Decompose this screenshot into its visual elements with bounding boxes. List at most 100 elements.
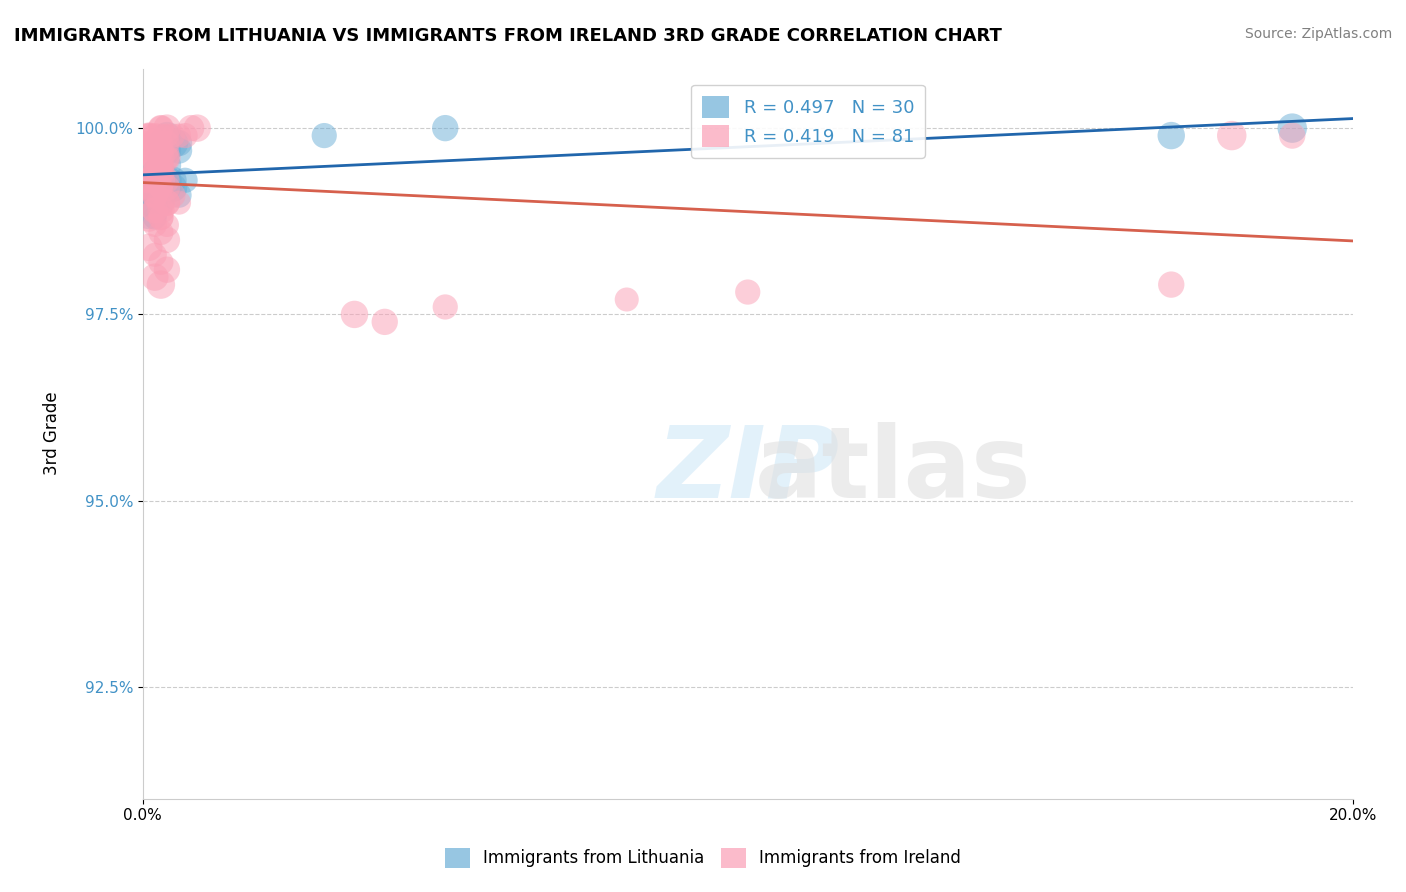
Point bbox=[149, 211, 172, 225]
Point bbox=[143, 158, 166, 172]
Point bbox=[149, 158, 172, 172]
Point bbox=[156, 144, 179, 158]
Point bbox=[156, 233, 179, 247]
Point bbox=[149, 226, 172, 240]
Point bbox=[143, 203, 166, 218]
Point bbox=[737, 285, 759, 299]
Point bbox=[149, 180, 172, 194]
Y-axis label: 3rd Grade: 3rd Grade bbox=[44, 392, 60, 475]
Point bbox=[143, 248, 166, 262]
Point bbox=[143, 166, 166, 180]
Point bbox=[138, 211, 160, 225]
Point bbox=[149, 166, 172, 180]
Point bbox=[167, 195, 190, 210]
Point bbox=[616, 293, 638, 307]
Point bbox=[138, 128, 160, 143]
Point bbox=[162, 173, 184, 187]
Point bbox=[156, 151, 179, 165]
Point bbox=[149, 121, 172, 136]
Point bbox=[1281, 128, 1303, 143]
Point bbox=[143, 203, 166, 218]
Point bbox=[143, 188, 166, 202]
Point bbox=[149, 144, 172, 158]
Point bbox=[143, 188, 166, 202]
Point bbox=[149, 166, 172, 180]
Point bbox=[156, 180, 179, 194]
Point bbox=[149, 121, 172, 136]
Point bbox=[149, 158, 172, 172]
Point bbox=[149, 277, 172, 292]
Point bbox=[186, 121, 208, 136]
Point bbox=[374, 315, 396, 329]
Point bbox=[156, 136, 179, 150]
Point bbox=[143, 128, 166, 143]
Point bbox=[162, 180, 184, 194]
Text: atlas: atlas bbox=[755, 422, 1031, 518]
Point bbox=[1160, 128, 1182, 143]
Point bbox=[180, 121, 202, 136]
Point bbox=[149, 144, 172, 158]
Point bbox=[143, 188, 166, 202]
Point bbox=[156, 128, 179, 143]
Point bbox=[149, 203, 172, 218]
Point bbox=[143, 195, 166, 210]
Point bbox=[149, 151, 172, 165]
Point bbox=[138, 136, 160, 150]
Point bbox=[138, 128, 160, 143]
Point bbox=[156, 158, 179, 172]
Point bbox=[434, 121, 457, 136]
Point bbox=[162, 136, 184, 150]
Point bbox=[156, 173, 179, 187]
Point bbox=[149, 180, 172, 194]
Point bbox=[156, 121, 179, 136]
Point bbox=[156, 262, 179, 277]
Point bbox=[138, 180, 160, 194]
Point bbox=[149, 195, 172, 210]
Point bbox=[143, 136, 166, 150]
Point bbox=[138, 203, 160, 218]
Point bbox=[174, 173, 197, 187]
Point bbox=[1160, 277, 1182, 292]
Point bbox=[143, 151, 166, 165]
Point bbox=[156, 180, 179, 194]
Point bbox=[343, 307, 366, 321]
Point bbox=[149, 211, 172, 225]
Point bbox=[138, 158, 160, 172]
Point bbox=[156, 195, 179, 210]
Point bbox=[138, 240, 160, 254]
Point bbox=[149, 136, 172, 150]
Point bbox=[149, 151, 172, 165]
Point bbox=[167, 128, 190, 143]
Point bbox=[1220, 128, 1243, 143]
Point bbox=[143, 136, 166, 150]
Point bbox=[138, 180, 160, 194]
Point bbox=[167, 144, 190, 158]
Legend: R = 0.497   N = 30, R = 0.419   N = 81: R = 0.497 N = 30, R = 0.419 N = 81 bbox=[692, 85, 925, 158]
Point bbox=[314, 128, 336, 143]
Point bbox=[143, 211, 166, 225]
Point bbox=[138, 144, 160, 158]
Point bbox=[149, 166, 172, 180]
Text: ZIP: ZIP bbox=[657, 422, 839, 518]
Point bbox=[149, 180, 172, 194]
Point bbox=[143, 166, 166, 180]
Point bbox=[162, 128, 184, 143]
Point bbox=[138, 180, 160, 194]
Point bbox=[167, 188, 190, 202]
Point bbox=[143, 173, 166, 187]
Point bbox=[143, 166, 166, 180]
Point bbox=[138, 173, 160, 187]
Point bbox=[434, 300, 457, 314]
Point bbox=[143, 218, 166, 232]
Point bbox=[174, 128, 197, 143]
Point bbox=[1281, 121, 1303, 136]
Point bbox=[149, 173, 172, 187]
Point bbox=[156, 151, 179, 165]
Text: Source: ZipAtlas.com: Source: ZipAtlas.com bbox=[1244, 27, 1392, 41]
Point bbox=[149, 128, 172, 143]
Text: IMMIGRANTS FROM LITHUANIA VS IMMIGRANTS FROM IRELAND 3RD GRADE CORRELATION CHART: IMMIGRANTS FROM LITHUANIA VS IMMIGRANTS … bbox=[14, 27, 1002, 45]
Point bbox=[143, 136, 166, 150]
Point bbox=[149, 195, 172, 210]
Point bbox=[138, 173, 160, 187]
Point bbox=[143, 188, 166, 202]
